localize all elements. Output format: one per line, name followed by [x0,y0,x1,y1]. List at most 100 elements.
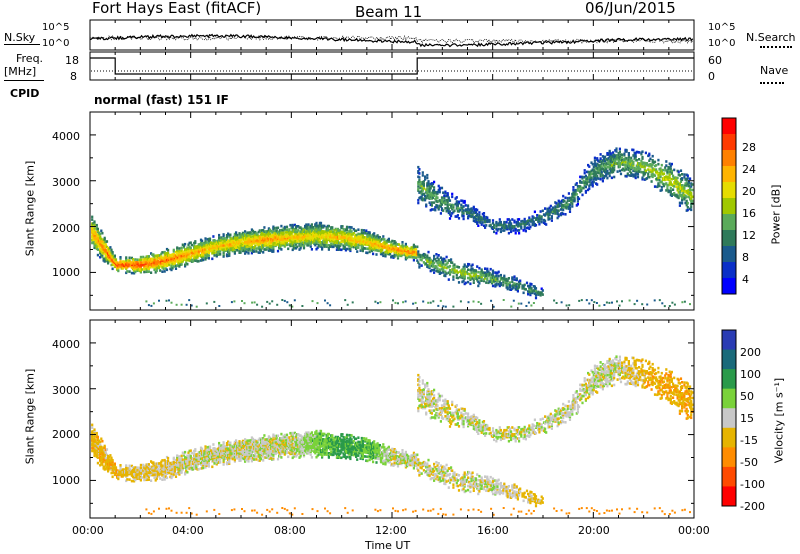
power-cell [454,270,457,274]
power-cell [657,158,660,162]
power-cell [534,289,538,293]
velocity-cell [151,465,154,469]
power-cell [178,258,181,261]
velocity-cell [136,477,139,480]
power-cell [384,245,387,248]
power-cell [147,267,150,271]
power-cell [455,196,458,199]
power-cell [621,156,624,159]
power-cell [368,232,371,236]
power-cell [519,279,522,283]
power-cell [455,273,458,277]
power-cell [230,244,233,247]
velocity-cell [184,471,187,475]
power-cell [125,271,128,275]
power-cell [486,277,489,280]
power-cell [317,241,320,244]
power-cell [324,243,327,247]
power-cell [271,300,274,303]
velocity-cell [181,468,184,471]
power-cell [557,199,560,203]
power-cell [442,263,445,266]
power-cell [598,304,601,307]
power-cell [134,262,137,265]
velocity-cell [160,473,163,476]
power-cell [587,170,590,174]
velocity-cell [136,466,139,469]
power-cell [422,192,425,196]
power-cell [340,232,343,235]
power-cell [540,215,543,218]
power-cell [433,191,436,195]
velocity-cell [138,476,141,479]
power-cell [101,252,104,256]
power-cell [184,263,187,267]
power-cell [283,299,286,302]
power-cell [664,177,667,180]
power-cell [158,299,160,302]
power-cell [145,300,148,303]
power-cell [515,285,518,289]
power-cell [414,301,417,304]
power-cell [171,266,174,270]
power-cell [307,244,310,247]
power-cell [530,287,533,290]
power-cell [422,183,425,186]
velocity-cell [168,469,171,472]
power-cell [590,172,593,175]
power-cell [520,302,523,305]
power-cell [632,169,635,172]
power-cell [255,239,258,242]
power-cell [481,221,484,224]
power-cell [471,263,474,267]
power-cell [439,212,442,215]
velocity-cell [171,461,174,464]
power-cell [647,154,650,158]
velocity-cell [134,475,137,479]
power-cell [211,245,214,248]
power-cell [430,184,433,188]
power-cell [244,234,247,237]
power-cell [604,155,607,159]
power-cell [247,252,250,255]
power-cell [300,227,303,231]
power-cell [437,304,440,307]
power-cell [419,258,422,261]
power-cell [262,251,265,254]
power-cell [384,250,387,254]
power-cell [428,184,431,188]
power-cell [463,199,466,203]
power-cell [293,244,296,247]
power-cell [282,238,285,241]
power-cell [146,255,149,258]
power-cell [211,246,214,250]
power-cell [690,185,693,188]
power-cell [477,218,480,222]
power-cell [373,234,376,238]
power-cell [562,208,565,212]
power-cell [618,150,621,153]
power-cell [429,193,432,197]
power-cell [361,234,364,238]
velocity-cell [133,470,136,473]
velocity-cell [134,470,137,473]
power-cell [249,236,252,240]
power-cell [435,259,438,263]
velocity-cell [178,455,181,458]
power-cell [422,300,425,303]
power-cell [448,199,452,202]
power-cell [613,155,616,158]
velocity-cell [103,444,106,448]
power-cell [677,170,680,174]
power-cell [215,254,218,258]
power-cell [486,278,489,282]
power-cell [532,302,535,304]
power-cell [506,286,509,289]
power-cell [276,303,279,306]
power-cell [359,249,362,252]
power-cell [198,244,201,247]
power-cell [219,250,222,253]
power-cell [261,305,264,308]
power-cell [139,268,142,271]
power-cell [227,239,230,242]
